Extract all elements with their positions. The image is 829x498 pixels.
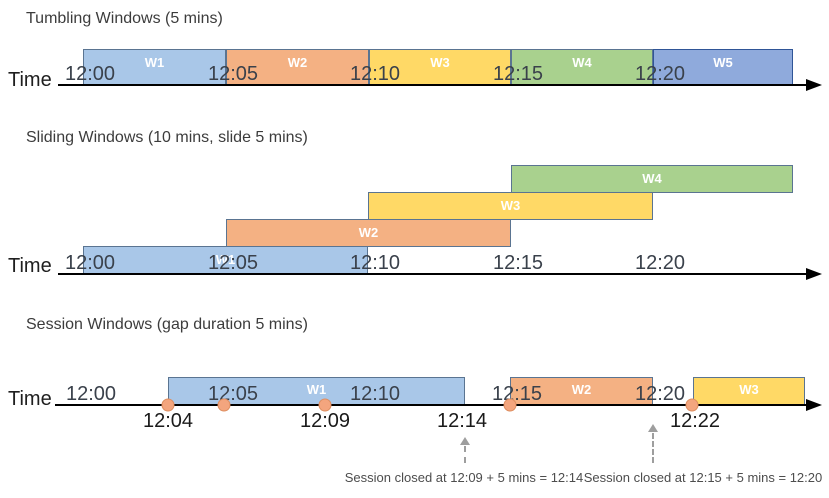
sliding-tick-label: 12:20 — [634, 252, 686, 274]
sliding-window-label: W2 — [358, 225, 379, 240]
sliding-window-label: W3 — [500, 198, 521, 213]
session-closed-annotation: Session closed at 12:15 + 5 mins = 12:20 — [583, 470, 823, 485]
session-event-time-label: 12:14 — [436, 410, 488, 432]
sliding-window-label: W4 — [642, 171, 662, 186]
tumbling-window-bar-w4 — [511, 49, 653, 85]
tumbling-window-label: W1 — [144, 55, 165, 70]
dashed-up-arrow-icon — [460, 437, 470, 445]
dashed-up-arrow-icon — [648, 424, 658, 432]
session-window-label: W1 — [306, 382, 327, 397]
tumbling-tick-label: 12:00 — [64, 63, 116, 85]
session-event-time-label: 12:04 — [142, 410, 194, 432]
dashed-up-arrow-line — [652, 433, 654, 463]
tumbling-window-label: W2 — [287, 55, 308, 70]
event-dot — [685, 398, 699, 412]
sliding-window-bar-w3 — [368, 192, 653, 220]
dashed-up-arrow-line — [464, 446, 466, 463]
sliding-window-bar-w2 — [226, 219, 511, 247]
session-tick-label: 12:05 — [207, 383, 259, 405]
tumbling-window-bar-w2 — [226, 49, 369, 85]
sliding-timeline-arrowhead-icon — [806, 268, 822, 280]
tumbling-window-bar-w1 — [83, 49, 226, 85]
event-dot — [161, 398, 175, 412]
session-axis-start-tick: 12:00 — [65, 383, 117, 405]
tumbling-tick-label: 12:20 — [634, 63, 686, 85]
session-tick-label: 12:15 — [491, 383, 543, 405]
session-window-bar-w3 — [693, 377, 805, 405]
tumbling-tick-label: 12:10 — [349, 63, 401, 85]
session-section-title: Session Windows (gap duration 5 mins) — [26, 316, 308, 333]
session-tick-label: 12:10 — [349, 383, 401, 405]
sliding-window-bar-w4 — [511, 165, 793, 193]
sliding-tick-label: 12:00 — [64, 252, 116, 274]
sliding-time-axis-label: Time — [8, 255, 52, 277]
session-event-time-label: 12:22 — [669, 410, 721, 432]
session-tick-label: 12:20 — [634, 383, 686, 405]
event-dot — [503, 398, 517, 412]
tumbling-section-title: Tumbling Windows (5 mins) — [26, 10, 223, 27]
tumbling-tick-label: 12:15 — [492, 63, 544, 85]
tumbling-timeline — [58, 84, 808, 86]
tumbling-window-label: W5 — [713, 55, 733, 70]
event-dot — [318, 398, 332, 412]
sliding-tick-label: 12:15 — [492, 252, 544, 274]
tumbling-timeline-arrowhead-icon — [806, 79, 822, 91]
sliding-tick-label: 12:10 — [349, 252, 401, 274]
sliding-window-label: W1 — [215, 252, 236, 267]
session-window-bar-w1 — [168, 377, 465, 405]
event-dot — [217, 398, 231, 412]
session-time-axis-label: Time — [8, 388, 52, 410]
session-timeline-arrowhead-icon — [806, 399, 822, 411]
tumbling-time-axis-label: Time — [8, 69, 52, 91]
tumbling-tick-label: 12:05 — [207, 63, 259, 85]
session-window-label: W3 — [739, 382, 759, 397]
session-timeline — [55, 404, 808, 406]
tumbling-window-label: W4 — [572, 55, 592, 70]
sliding-tick-label: 12:05 — [207, 252, 259, 274]
session-closed-annotation: Session closed at 12:09 + 5 mins = 12:14 — [344, 470, 584, 485]
tumbling-window-label: W3 — [430, 55, 450, 70]
session-event-time-label: 12:09 — [299, 410, 351, 432]
sliding-timeline — [58, 273, 808, 275]
session-window-label: W2 — [571, 382, 592, 397]
sliding-section-title: Sliding Windows (10 mins, slide 5 mins) — [26, 129, 308, 146]
